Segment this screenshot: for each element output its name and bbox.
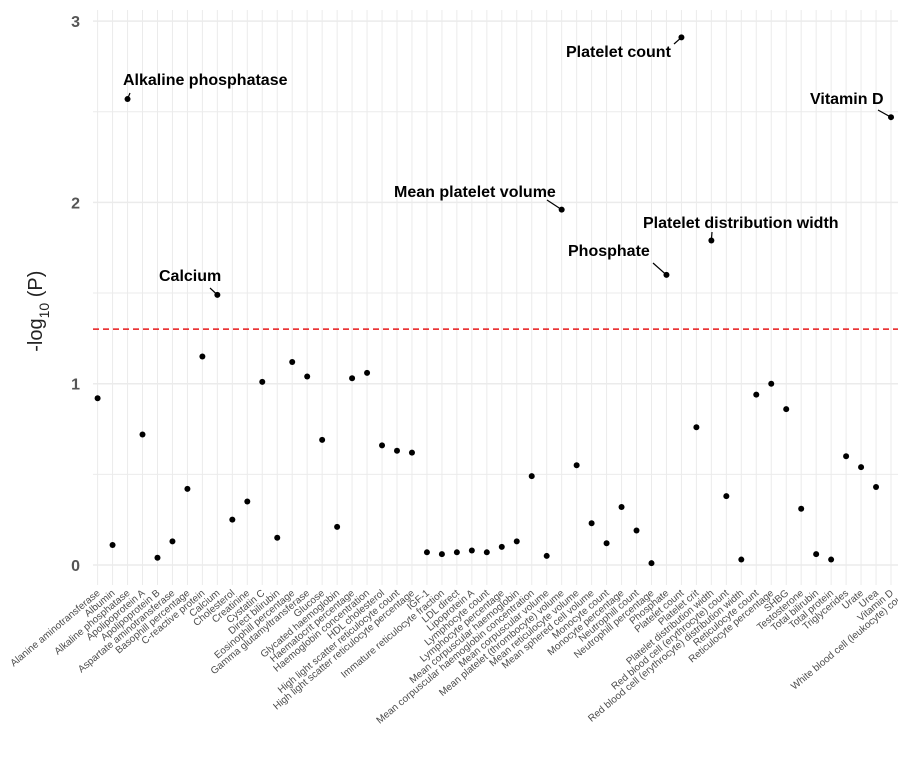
data-point xyxy=(408,449,415,456)
data-point xyxy=(558,206,565,213)
data-point xyxy=(94,395,101,402)
data-point xyxy=(648,560,655,567)
data-point xyxy=(274,534,281,541)
annotation-label: Phosphate xyxy=(568,243,650,260)
data-point xyxy=(753,391,760,398)
y-tick-label: 3 xyxy=(71,14,80,31)
data-point xyxy=(169,538,176,545)
grid-layer xyxy=(93,10,898,585)
data-point xyxy=(603,540,610,547)
data-point xyxy=(394,447,400,454)
annotation-label: Vitamin D xyxy=(810,91,884,108)
data-point xyxy=(738,556,745,563)
data-point xyxy=(663,271,670,278)
data-point xyxy=(483,549,490,556)
data-point xyxy=(633,527,640,534)
data-point xyxy=(334,523,341,530)
data-point xyxy=(528,473,535,480)
data-point xyxy=(573,462,580,469)
data-point xyxy=(693,424,700,431)
data-point xyxy=(349,375,356,382)
data-point xyxy=(229,516,236,523)
x-axis-category-labels: Alanine aminotransferaseAlbuminAlkaline … xyxy=(9,588,898,727)
data-point xyxy=(438,551,445,558)
data-point xyxy=(124,96,131,103)
annotations: Alkaline phosphatase Calcium Mean platelet… xyxy=(123,44,884,285)
data-point xyxy=(184,485,191,492)
y-axis-ticks: 0 1 2 3 xyxy=(71,14,80,575)
data-point xyxy=(319,436,326,443)
y-tick-label: 2 xyxy=(71,195,80,212)
data-point xyxy=(543,552,550,559)
y-axis-label: -log10 (P) xyxy=(25,271,52,352)
data-point xyxy=(708,237,715,244)
data-point xyxy=(783,406,790,413)
data-point xyxy=(813,551,820,558)
data-point xyxy=(498,543,505,550)
data-point xyxy=(873,484,880,491)
data-point xyxy=(154,554,161,561)
annotation-label: Platelet count xyxy=(566,44,672,61)
annotation-label: Mean platelet volume xyxy=(394,184,556,201)
data-point xyxy=(843,453,850,460)
data-point xyxy=(304,373,311,380)
data-point xyxy=(678,34,685,41)
data-point xyxy=(453,549,460,556)
annotation-label: Platelet distribution width xyxy=(643,215,839,232)
data-point xyxy=(513,538,520,545)
data-point xyxy=(109,542,116,549)
annotation-label: Alkaline phosphatase xyxy=(123,72,288,89)
y-tick-label: 0 xyxy=(71,558,80,575)
data-point xyxy=(888,114,895,121)
data-point xyxy=(364,369,371,376)
data-point xyxy=(588,520,595,527)
data-point xyxy=(768,380,775,387)
data-point xyxy=(423,549,430,556)
data-point xyxy=(723,493,730,500)
data-point xyxy=(618,503,625,510)
data-point xyxy=(468,547,475,554)
data-point xyxy=(139,431,146,438)
data-point xyxy=(244,498,251,505)
data-point xyxy=(214,291,221,298)
data-point xyxy=(259,378,266,385)
data-point xyxy=(199,353,206,360)
annotation-label: Calcium xyxy=(159,268,221,285)
data-point xyxy=(858,464,865,471)
data-point xyxy=(798,505,805,512)
data-point xyxy=(379,442,386,449)
data-point xyxy=(828,556,835,563)
data-point xyxy=(289,358,296,365)
y-tick-label: 1 xyxy=(71,377,80,394)
data-points xyxy=(94,34,895,567)
